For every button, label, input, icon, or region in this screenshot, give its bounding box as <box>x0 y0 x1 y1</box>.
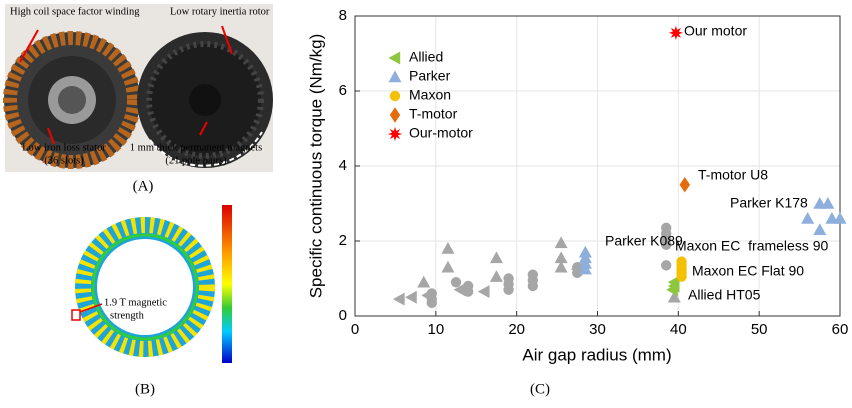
highlight-box <box>71 309 81 321</box>
point <box>489 270 503 282</box>
x-tick-label: 20 <box>508 321 525 338</box>
point <box>462 286 474 297</box>
legend-label: Parker <box>409 68 451 84</box>
y-tick-label: 2 <box>339 232 347 249</box>
point <box>676 271 687 282</box>
colorbar <box>222 205 232 363</box>
legend-label: Allied <box>409 49 443 65</box>
panel-label: (C) <box>530 381 550 397</box>
point <box>570 262 583 276</box>
point <box>421 288 433 302</box>
point <box>450 277 462 288</box>
legend-label: Our-motor <box>409 125 473 141</box>
point <box>503 284 514 295</box>
arrow <box>19 29 39 63</box>
point <box>477 285 490 299</box>
legend-label: Maxon <box>409 87 451 103</box>
arrow <box>199 121 208 136</box>
legend-swatch <box>388 70 402 83</box>
teeth-field <box>75 217 215 357</box>
x-tick-label: 40 <box>670 321 687 338</box>
winding <box>3 31 141 169</box>
point <box>813 223 827 235</box>
point <box>667 290 681 303</box>
point <box>668 25 684 41</box>
legend-swatch <box>389 90 401 102</box>
magnet-dash <box>149 131 263 167</box>
point-annotation: Our motor <box>684 23 747 39</box>
legend-swatch <box>387 126 403 142</box>
y-tick-label: 6 <box>339 82 347 99</box>
point <box>489 251 503 264</box>
point <box>441 260 455 273</box>
point <box>405 290 417 304</box>
point <box>679 176 690 193</box>
photo-annotation: High coil space factor winding <box>10 6 140 17</box>
point <box>527 280 539 292</box>
photo-annotation: Low iron loss stator <box>22 142 106 153</box>
point <box>554 260 568 273</box>
point-annotation: T-motor U8 <box>698 167 768 183</box>
point-annotation: Parker K089 <box>605 233 683 249</box>
plot-frame <box>354 15 841 317</box>
photo-panel: High coil space factor winding Low rotar… <box>3 4 273 194</box>
legend-swatch <box>389 107 401 123</box>
x-axis-title: Air gap radius (mm) <box>522 345 671 364</box>
panel-label: (B) <box>135 381 155 397</box>
x-tick-label: 10 <box>427 321 444 338</box>
point-annotation: Maxon EC frameless 90 <box>675 238 828 254</box>
point-annotation: Allied HT05 <box>688 287 761 303</box>
field-annotation: 1.9 T magnetic <box>104 297 167 308</box>
legend-label: T-motor <box>409 106 458 122</box>
rotor-hub <box>189 84 221 116</box>
photo-annotation: (21 pole pairs) <box>165 155 227 166</box>
point <box>392 292 405 306</box>
x-tick-label: 30 <box>589 321 606 338</box>
y-tick-label: 8 <box>339 7 347 24</box>
point <box>426 297 437 309</box>
point <box>833 212 847 224</box>
gap-field <box>91 233 199 341</box>
arrow <box>47 127 55 145</box>
point <box>417 275 431 288</box>
field-annotation: strength <box>110 310 145 321</box>
x-tick-label: 50 <box>751 321 768 338</box>
point <box>554 236 568 249</box>
point-annotation: Parker K178 <box>730 195 808 211</box>
point-annotation: Maxon EC Flat 90 <box>692 263 804 279</box>
point <box>821 197 835 209</box>
panel-label: (A) <box>133 178 154 194</box>
point <box>578 262 592 275</box>
x-tick-label: 0 <box>351 321 359 338</box>
point <box>661 239 672 250</box>
point <box>554 251 568 264</box>
bearing-hole <box>58 86 86 114</box>
point <box>453 283 466 297</box>
photo-annotation: 1 mm thick permanent magnets <box>130 142 262 153</box>
y-tick-label: 0 <box>339 307 347 324</box>
legend-swatch <box>388 51 401 65</box>
y-axis-title: Specific continuous torque (Nm/kg) <box>306 34 325 299</box>
arrow <box>221 25 233 55</box>
photo-annotation: Low rotary inertia rotor <box>170 6 270 17</box>
point <box>666 283 678 297</box>
x-tick-label: 60 <box>832 321 849 338</box>
y-tick-label: 4 <box>339 157 347 174</box>
photo-annotation: (36 slots) <box>44 155 84 166</box>
point <box>801 212 815 224</box>
point <box>441 242 455 254</box>
point <box>661 260 672 271</box>
bore <box>97 239 193 335</box>
field-panel: 1.9 T magnetic strength (B) <box>71 205 232 397</box>
arrow <box>79 303 103 313</box>
